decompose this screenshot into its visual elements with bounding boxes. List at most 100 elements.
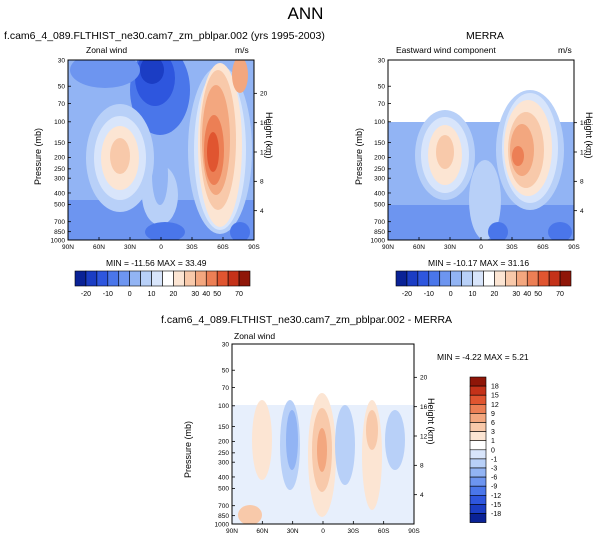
- y-tick-label: 300: [54, 175, 65, 182]
- panel2-title: MERRA: [466, 30, 504, 42]
- height-tick-label: 4: [260, 208, 264, 215]
- y-tick-label: 50: [378, 84, 386, 91]
- colorbar-label: 50: [534, 291, 542, 298]
- y-tick-label: 150: [218, 424, 229, 431]
- y-tick-label: 70: [222, 385, 230, 392]
- y-tick-label: 100: [374, 119, 385, 126]
- colorbar-swatch: [173, 270, 185, 287]
- y-tick-label: 400: [374, 190, 385, 197]
- y-tick-label: 1000: [371, 237, 386, 244]
- height-tick-label: 20: [260, 91, 268, 98]
- colorbar-label: 0: [491, 447, 495, 454]
- colorbar-swatch: [406, 270, 419, 287]
- x-tick-label: 60N: [413, 244, 425, 251]
- y-tick-label: 30: [378, 57, 386, 64]
- colorbar-label: 70: [556, 291, 564, 298]
- y-tick-label: 50: [58, 84, 66, 91]
- colorbar-swatch: [483, 270, 495, 287]
- height-tick-label: 8: [580, 179, 584, 186]
- colorbar-swatch: [469, 458, 487, 469]
- y-tick-label: 100: [54, 119, 65, 126]
- colorbar-label: 6: [491, 420, 495, 427]
- colorbar-label: 30: [512, 291, 520, 298]
- colorbar-label: 30: [191, 291, 199, 298]
- panel1-subtitle: Zonal wind: [86, 45, 128, 55]
- y-tick-label: 500: [54, 202, 65, 209]
- colorbar-swatch: [74, 270, 87, 287]
- x-tick-label: 30N: [444, 244, 456, 251]
- y-tick-label: 850: [54, 229, 65, 236]
- y-tick-label: 150: [54, 140, 65, 147]
- x-tick-label: 30N: [124, 244, 136, 251]
- y-tick-label: 30: [222, 341, 230, 348]
- y-tick-label: 50: [222, 368, 230, 375]
- colorbar-swatch: [559, 270, 572, 287]
- colorbar-swatch: [516, 270, 528, 287]
- height-tick-label: 12: [580, 149, 588, 156]
- height-tick-label: 8: [260, 179, 264, 186]
- colorbar-label: -12: [491, 493, 501, 500]
- x-tick-label: 60N: [256, 528, 268, 535]
- colorbar-label: 9: [491, 411, 495, 418]
- colorbar-label: 40: [523, 291, 531, 298]
- panel1-title: f.cam6_4_089.FLTHIST_ne30.cam7_zm_pblpar…: [4, 30, 325, 42]
- colorbar-swatch: [216, 270, 229, 287]
- colorbar-swatch: [494, 270, 506, 287]
- colorbar-swatch: [129, 270, 141, 287]
- y-tick-label: 200: [54, 155, 65, 162]
- colorbar-label: 18: [491, 384, 499, 391]
- colorbar-label: 10: [469, 291, 477, 298]
- colorbar-swatch: [184, 270, 196, 287]
- colorbar-swatch: [85, 270, 98, 287]
- y-tick-label: 700: [54, 219, 65, 226]
- colorbar-label: -15: [491, 502, 501, 509]
- colorbar-panel1: -20 -10 0 10 20 30 40 50 70: [74, 270, 251, 298]
- colorbar-swatch: [469, 403, 487, 414]
- panel1-field: [68, 60, 254, 240]
- y-tick-label: 100: [218, 403, 229, 410]
- colorbar-label: 0: [449, 291, 453, 298]
- colorbar-swatch: [469, 467, 487, 478]
- colorbar-swatch: [469, 385, 487, 396]
- y-tick-label: 700: [218, 503, 229, 510]
- x-tick-label: 90S: [568, 244, 580, 251]
- colorbar-swatch: [469, 440, 487, 451]
- y-tick-label: 400: [54, 190, 65, 197]
- colorbar-swatch: [469, 394, 487, 405]
- figure-title: ANN: [287, 4, 324, 23]
- x-tick-label: 30S: [348, 528, 360, 535]
- colorbar-swatch: [118, 270, 130, 287]
- panel1-units: m/s: [235, 45, 249, 55]
- x-tick-label: 0: [159, 244, 163, 251]
- colorbar-label: -18: [491, 511, 501, 518]
- y-tick-label: 150: [374, 140, 385, 147]
- x-tick-label: 90N: [226, 528, 238, 535]
- y-tick-label: 250: [374, 166, 385, 173]
- colorbar-label: -10: [103, 291, 113, 298]
- colorbar-swatch: [151, 270, 163, 287]
- colorbar-label: 15: [491, 393, 499, 400]
- y-tick-label: 70: [58, 101, 66, 108]
- colorbar-swatch: [469, 476, 487, 487]
- x-tick-label: 60S: [378, 528, 390, 535]
- colorbar-label: -6: [491, 475, 497, 482]
- x-tick-label: 90N: [62, 244, 74, 251]
- x-tick-label: 90S: [248, 244, 260, 251]
- y-tick-label: 500: [374, 202, 385, 209]
- x-tick-label: 90N: [382, 244, 394, 251]
- y-tick-label: 70: [378, 101, 386, 108]
- colorbar-panel2: -20 -10 0 10 20 30 40 50 70: [395, 270, 572, 298]
- colorbar-label: -10: [424, 291, 434, 298]
- y-tick-label: 300: [374, 175, 385, 182]
- colorbar-swatch: [227, 270, 240, 287]
- colorbar-swatch: [428, 270, 441, 287]
- colorbar-label: 3: [491, 429, 495, 436]
- colorbar-label: 50: [213, 291, 221, 298]
- panel3-field: [232, 344, 414, 524]
- panel2-units: m/s: [558, 45, 572, 55]
- colorbar-diff: 18 15 12 9 6 3 1 0 -1 -3 -6 -9 -12 -15 -18: [469, 376, 501, 523]
- colorbar-label: 40: [202, 291, 210, 298]
- y-tick-label: 200: [374, 155, 385, 162]
- y-tick-label: 200: [218, 439, 229, 446]
- colorbar-label: -20: [81, 291, 91, 298]
